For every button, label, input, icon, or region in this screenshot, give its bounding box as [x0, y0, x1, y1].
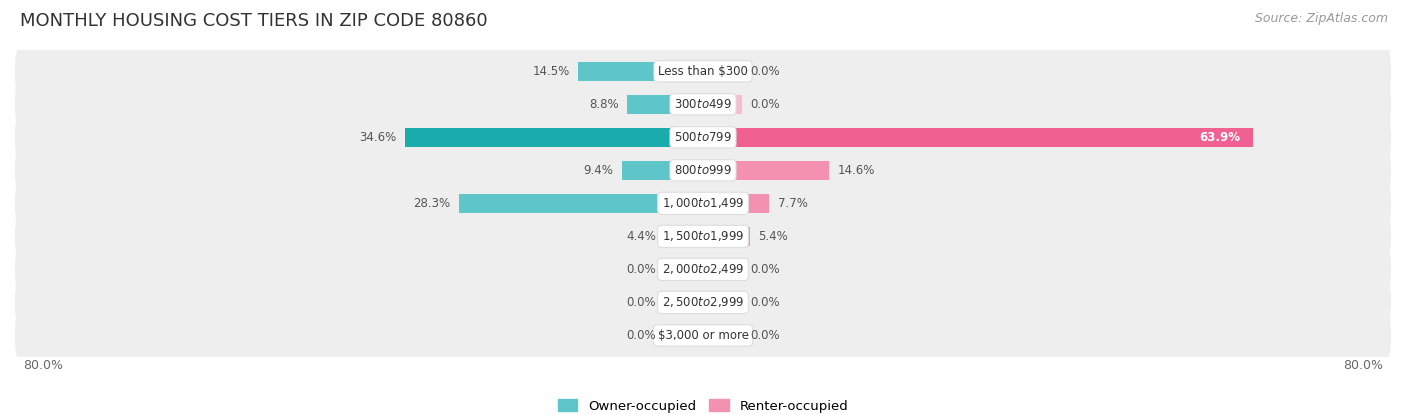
- Text: $500 to $799: $500 to $799: [673, 131, 733, 144]
- FancyBboxPatch shape: [15, 144, 1391, 197]
- Text: 80.0%: 80.0%: [22, 359, 63, 371]
- Bar: [405, 128, 703, 147]
- Text: $800 to $999: $800 to $999: [673, 164, 733, 177]
- Bar: [703, 260, 742, 279]
- Text: $1,000 to $1,499: $1,000 to $1,499: [662, 196, 744, 210]
- Text: 0.0%: 0.0%: [751, 329, 780, 342]
- FancyBboxPatch shape: [15, 177, 1391, 230]
- Text: 0.0%: 0.0%: [751, 65, 780, 78]
- Text: 34.6%: 34.6%: [359, 131, 396, 144]
- Text: $2,500 to $2,999: $2,500 to $2,999: [662, 295, 744, 310]
- Bar: [703, 161, 828, 180]
- FancyBboxPatch shape: [15, 78, 1391, 131]
- Bar: [703, 293, 742, 312]
- Text: 9.4%: 9.4%: [583, 164, 613, 177]
- Bar: [627, 95, 703, 114]
- Text: 7.7%: 7.7%: [778, 197, 808, 210]
- FancyBboxPatch shape: [15, 110, 1391, 164]
- Bar: [664, 326, 703, 345]
- Text: 63.9%: 63.9%: [1199, 131, 1240, 144]
- Bar: [578, 62, 703, 81]
- FancyBboxPatch shape: [15, 210, 1391, 263]
- Bar: [703, 194, 769, 213]
- Text: $1,500 to $1,999: $1,500 to $1,999: [662, 229, 744, 243]
- FancyBboxPatch shape: [15, 276, 1391, 329]
- Text: MONTHLY HOUSING COST TIERS IN ZIP CODE 80860: MONTHLY HOUSING COST TIERS IN ZIP CODE 8…: [20, 12, 488, 30]
- FancyBboxPatch shape: [15, 309, 1391, 362]
- Text: 0.0%: 0.0%: [751, 263, 780, 276]
- Text: Source: ZipAtlas.com: Source: ZipAtlas.com: [1254, 12, 1388, 25]
- Text: 0.0%: 0.0%: [751, 98, 780, 111]
- Bar: [664, 293, 703, 312]
- Text: 14.6%: 14.6%: [838, 164, 875, 177]
- Bar: [664, 260, 703, 279]
- Bar: [703, 128, 1253, 147]
- Bar: [460, 194, 703, 213]
- Bar: [703, 326, 742, 345]
- Text: 0.0%: 0.0%: [751, 296, 780, 309]
- Text: 14.5%: 14.5%: [533, 65, 569, 78]
- Bar: [703, 227, 749, 246]
- FancyBboxPatch shape: [15, 44, 1391, 98]
- Text: 0.0%: 0.0%: [626, 296, 655, 309]
- Text: $300 to $499: $300 to $499: [673, 98, 733, 111]
- Text: $3,000 or more: $3,000 or more: [658, 329, 748, 342]
- Text: 4.4%: 4.4%: [627, 230, 657, 243]
- Text: 0.0%: 0.0%: [626, 263, 655, 276]
- Bar: [703, 95, 742, 114]
- Bar: [665, 227, 703, 246]
- Text: 28.3%: 28.3%: [413, 197, 451, 210]
- FancyBboxPatch shape: [15, 243, 1391, 296]
- Text: $2,000 to $2,499: $2,000 to $2,499: [662, 262, 744, 276]
- Text: Less than $300: Less than $300: [658, 65, 748, 78]
- Bar: [621, 161, 703, 180]
- Text: 5.4%: 5.4%: [758, 230, 787, 243]
- Legend: Owner-occupied, Renter-occupied: Owner-occupied, Renter-occupied: [553, 394, 853, 415]
- Text: 0.0%: 0.0%: [626, 329, 655, 342]
- Bar: [703, 62, 742, 81]
- Text: 8.8%: 8.8%: [589, 98, 619, 111]
- Text: 80.0%: 80.0%: [1343, 359, 1384, 371]
